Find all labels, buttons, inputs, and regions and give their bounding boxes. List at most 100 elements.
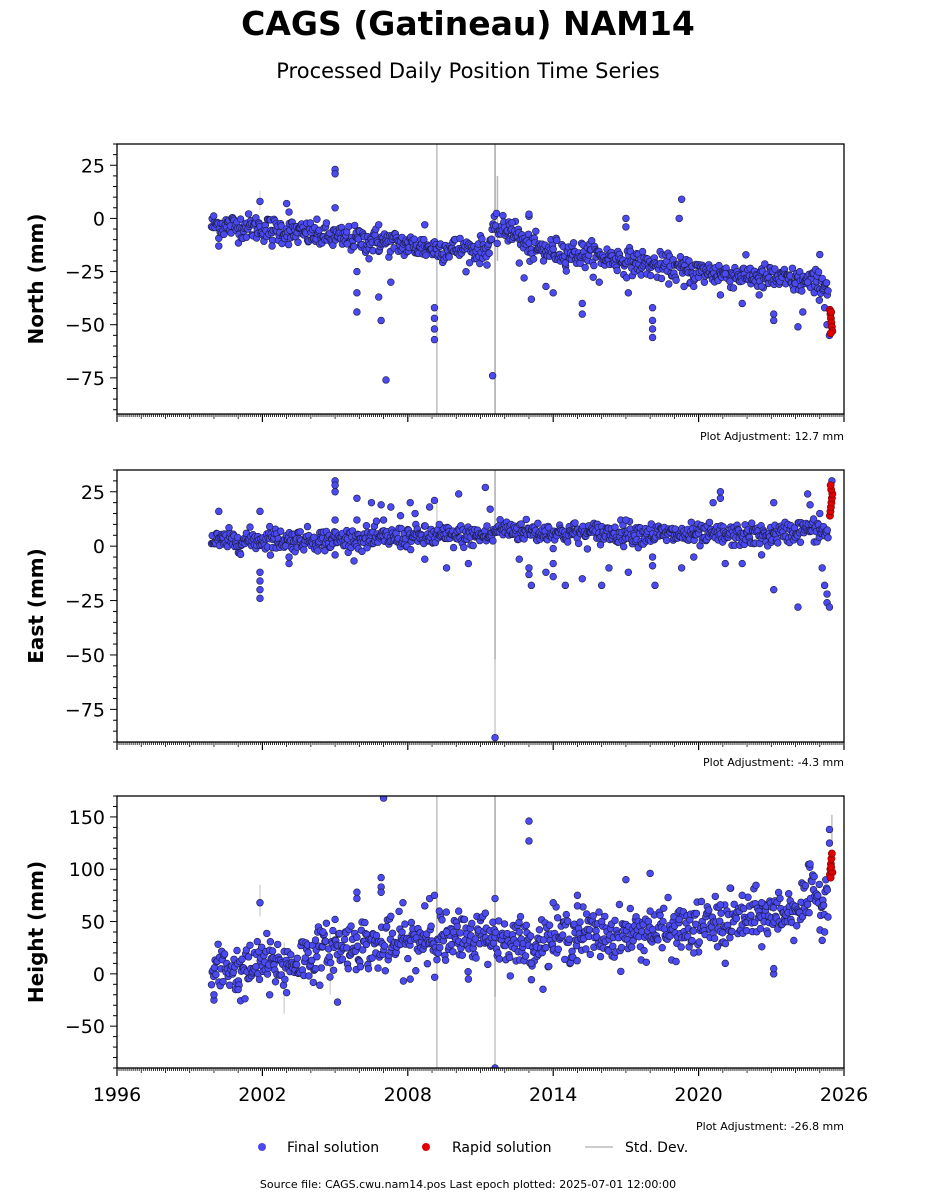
final-point <box>532 227 540 236</box>
final-point <box>300 546 308 554</box>
final-point <box>542 568 550 576</box>
final-point <box>256 507 264 516</box>
final-point <box>752 881 760 889</box>
final-point <box>500 920 509 928</box>
final-point <box>815 880 823 889</box>
final-point <box>617 943 626 952</box>
final-point <box>805 908 813 917</box>
final-point <box>456 929 464 937</box>
final-point <box>404 954 412 963</box>
final-point <box>742 251 750 259</box>
final-point <box>796 538 805 546</box>
final-point <box>705 518 714 527</box>
final-point <box>263 929 271 938</box>
final-point <box>818 274 826 283</box>
final-point <box>553 914 562 922</box>
final-point <box>268 947 277 955</box>
final-point <box>574 539 583 548</box>
final-point <box>212 970 220 979</box>
final-point <box>410 235 418 243</box>
final-point <box>316 981 324 989</box>
final-point <box>351 221 359 230</box>
final-point <box>453 922 461 931</box>
final-point <box>553 236 561 245</box>
final-point <box>578 310 586 318</box>
final-point <box>215 242 223 250</box>
final-point <box>525 817 533 825</box>
final-point <box>331 481 339 489</box>
final-point <box>427 922 435 930</box>
final-point <box>460 915 469 924</box>
final-point <box>508 218 516 227</box>
final-point <box>658 943 666 952</box>
final-point <box>622 214 630 223</box>
final-point <box>364 965 373 973</box>
final-point <box>662 536 671 545</box>
x-tick-label: 2026 <box>820 1084 868 1106</box>
final-point <box>489 537 497 545</box>
final-point <box>492 209 501 218</box>
final-point <box>372 517 381 525</box>
final-point <box>331 170 339 178</box>
final-point <box>491 733 499 742</box>
final-point <box>622 516 630 524</box>
final-point <box>648 325 657 333</box>
final-point <box>820 581 829 590</box>
final-point <box>421 902 429 910</box>
final-point <box>710 934 719 943</box>
x-tick-label: 2008 <box>384 1084 432 1106</box>
final-point <box>801 881 810 890</box>
final-point <box>651 581 659 590</box>
final-point <box>398 928 406 936</box>
final-point <box>472 954 480 962</box>
final-point <box>412 966 420 975</box>
final-point <box>573 956 581 965</box>
final-point <box>347 922 355 930</box>
final-point <box>265 991 274 999</box>
final-point <box>210 212 218 220</box>
final-point <box>721 959 729 968</box>
final-point <box>322 919 331 927</box>
final-point <box>430 891 439 900</box>
final-point <box>824 287 832 295</box>
final-point <box>458 951 466 959</box>
final-point <box>331 488 339 496</box>
final-point <box>331 551 339 559</box>
final-point <box>481 483 490 492</box>
final-point <box>442 928 451 936</box>
final-point <box>622 223 630 231</box>
final-point <box>761 260 769 268</box>
final-point <box>522 921 530 929</box>
y-tick-label: −25 <box>65 591 105 613</box>
final-point <box>468 919 476 928</box>
final-point <box>755 291 763 299</box>
y-axis-label: North (mm) <box>24 213 48 344</box>
final-point <box>806 860 814 868</box>
final-point <box>771 265 779 273</box>
final-point <box>353 894 361 903</box>
final-point <box>549 544 557 553</box>
final-point <box>825 603 834 611</box>
final-point <box>350 243 358 251</box>
final-point <box>648 553 657 561</box>
final-point <box>287 951 295 959</box>
final-point <box>527 295 536 303</box>
final-point <box>757 282 766 291</box>
final-point <box>387 503 395 511</box>
final-point <box>554 945 562 953</box>
final-point <box>794 323 802 331</box>
final-point <box>380 942 389 950</box>
final-point <box>747 519 756 527</box>
plot-adjustment: Plot Adjustment: -26.8 mm <box>696 1120 844 1133</box>
final-point <box>646 271 655 280</box>
final-point <box>471 935 480 943</box>
final-point <box>690 949 698 957</box>
final-point <box>596 541 605 549</box>
final-point <box>256 197 264 206</box>
final-point <box>646 907 654 915</box>
final-point <box>499 211 507 220</box>
y-tick-label: 0 <box>93 964 105 986</box>
final-point <box>587 237 596 245</box>
final-point <box>576 918 584 926</box>
